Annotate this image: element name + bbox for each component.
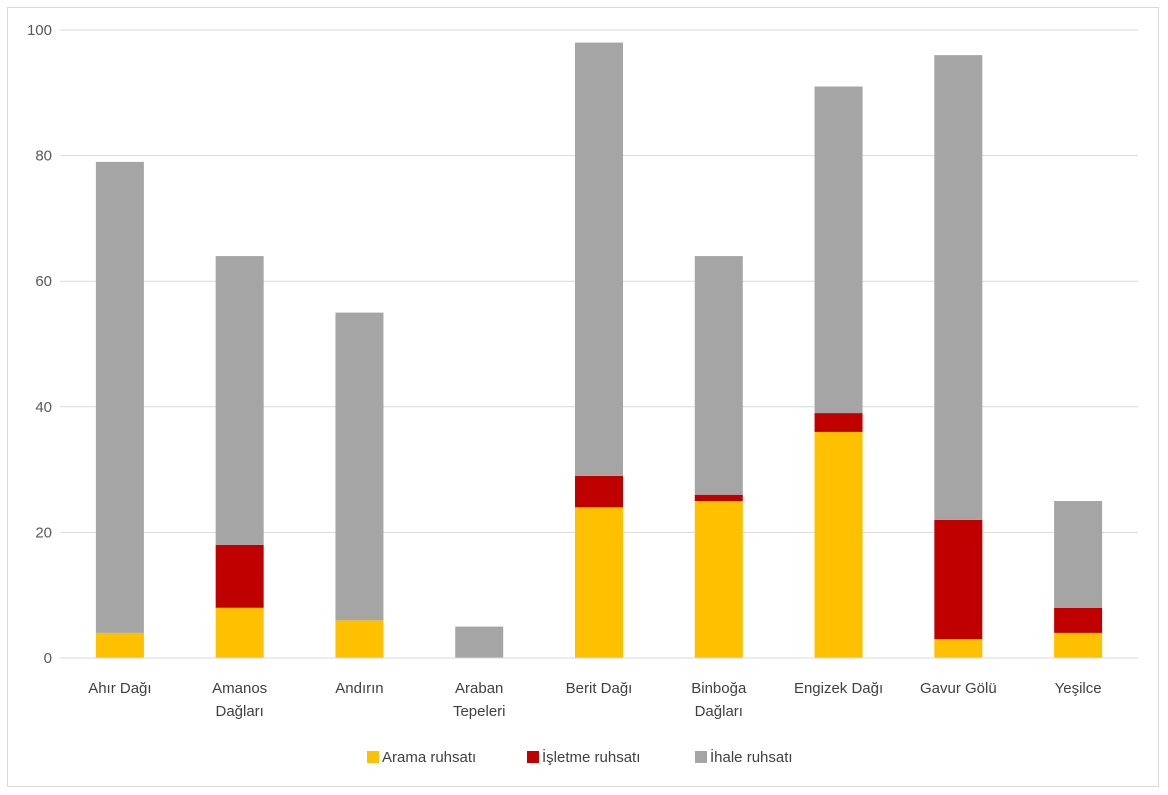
x-tick-label: Berit Dağı (566, 680, 633, 697)
bars (95, 42, 1103, 658)
legend-swatch (527, 751, 539, 763)
bar-segment (934, 519, 983, 640)
bar-segment (694, 501, 743, 658)
y-tick-label: 20 (35, 524, 52, 541)
bar-segment (575, 42, 623, 476)
legend: Arama ruhsatı İşletme ruhsatı İhale ruhsat… (367, 748, 793, 766)
bar-segment (934, 639, 983, 658)
y-tick-label: 0 (44, 650, 52, 667)
legend-swatch (695, 751, 707, 763)
bar-segment (814, 413, 863, 432)
bar-segment (1054, 501, 1103, 608)
bar-segment (1054, 632, 1103, 658)
legend-swatch (367, 751, 379, 763)
x-tick-label: Yeşilce (1055, 680, 1102, 697)
bar-segment (1054, 607, 1103, 633)
bar-segment (335, 620, 384, 658)
legend-label: Arama ruhsatı (382, 749, 476, 766)
bar-segment (335, 312, 384, 621)
bar-segment (694, 494, 743, 501)
bar-segment (215, 256, 264, 545)
bar-segment (95, 632, 144, 658)
y-tick-label: 40 (35, 399, 52, 416)
x-tick-label: Araban Tepeleri (453, 680, 506, 720)
bar-segment (95, 161, 144, 633)
y-axis-tick-labels: 0 20 40 60 80 100 (27, 22, 52, 667)
x-tick-label: Gavur Gölü (920, 680, 997, 697)
x-tick-label: Engizek Dağı (794, 680, 883, 697)
bar-segment (455, 626, 504, 658)
y-tick-label: 80 (35, 148, 52, 165)
x-tick-label: Binboğa Dağları (691, 680, 747, 720)
y-tick-label: 100 (27, 22, 52, 39)
bar-segment (934, 55, 983, 520)
bar-segment (575, 507, 623, 658)
y-tick-label: 60 (35, 273, 52, 290)
bar-segment (575, 475, 623, 508)
legend-label: İhale ruhsatı (710, 748, 793, 766)
bar-segment (215, 607, 264, 658)
bar-segment (814, 86, 863, 414)
bar-segment (215, 544, 264, 608)
bar-segment (814, 431, 863, 658)
x-tick-label: Amanos Dağları (212, 680, 267, 720)
legend-label: İşletme ruhsatı (542, 748, 640, 766)
x-axis-category-labels: Ahır Dağı Amanos Dağları Andırın Araban Tepel… (88, 680, 1101, 720)
x-tick-label: Andırın (335, 680, 383, 697)
x-tick-label: Ahır Dağı (88, 680, 151, 697)
bar-segment (694, 256, 743, 495)
